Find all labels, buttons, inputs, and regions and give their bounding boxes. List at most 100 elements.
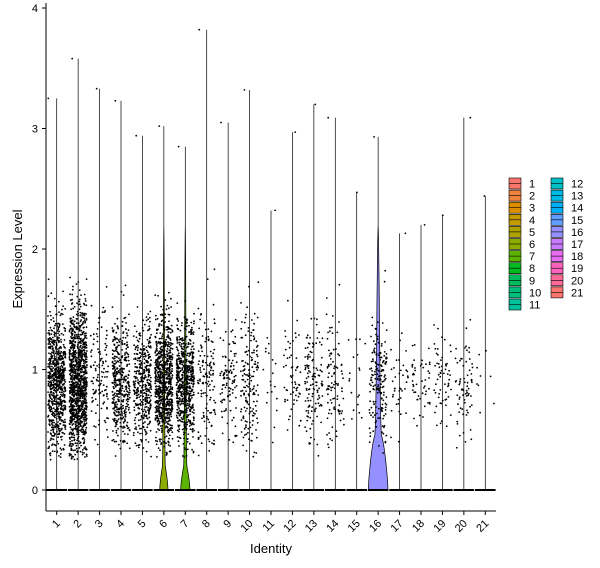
point <box>185 320 188 322</box>
point <box>179 341 181 344</box>
point <box>171 437 174 440</box>
point <box>249 421 251 424</box>
point <box>60 357 63 360</box>
point <box>253 370 255 373</box>
point <box>135 134 138 137</box>
point <box>53 320 55 323</box>
point <box>227 395 230 397</box>
point <box>54 423 57 426</box>
point <box>81 316 84 319</box>
point <box>84 429 87 431</box>
point <box>136 391 138 394</box>
point <box>101 390 104 393</box>
point <box>186 409 188 411</box>
point <box>182 360 185 362</box>
point <box>112 329 115 332</box>
point <box>274 209 276 212</box>
point <box>165 435 168 438</box>
point <box>185 427 188 430</box>
point <box>230 330 233 333</box>
point <box>114 338 116 341</box>
point <box>158 399 161 402</box>
point <box>122 416 125 419</box>
point <box>168 450 171 453</box>
point <box>177 426 180 428</box>
point <box>70 319 72 322</box>
point <box>208 364 211 367</box>
point <box>51 450 54 453</box>
point <box>166 345 169 348</box>
point <box>269 384 272 387</box>
point <box>126 393 129 396</box>
point <box>73 398 76 401</box>
point <box>93 338 95 341</box>
point <box>158 429 161 431</box>
point <box>185 376 188 379</box>
point <box>192 450 195 453</box>
point <box>140 355 142 357</box>
point <box>73 330 76 333</box>
point <box>138 363 141 366</box>
point <box>114 455 117 457</box>
point <box>306 334 309 337</box>
point <box>76 407 79 410</box>
point <box>199 344 202 347</box>
point <box>47 380 50 383</box>
point <box>77 421 80 424</box>
point <box>128 406 130 409</box>
point <box>165 408 168 411</box>
point <box>162 382 165 385</box>
point <box>82 378 85 381</box>
point <box>327 393 329 396</box>
point <box>83 302 85 305</box>
point <box>150 394 153 397</box>
point <box>119 421 122 424</box>
point <box>235 407 237 409</box>
point <box>121 342 123 344</box>
point <box>257 281 260 284</box>
point <box>219 372 222 375</box>
point <box>246 353 249 356</box>
point <box>154 318 157 321</box>
point <box>188 387 191 390</box>
point <box>179 370 182 373</box>
point <box>47 315 49 317</box>
point <box>189 400 191 403</box>
point <box>57 425 60 428</box>
point <box>97 373 99 376</box>
point <box>164 299 167 301</box>
point <box>255 340 258 343</box>
point <box>171 386 174 389</box>
point <box>288 346 291 349</box>
point <box>116 371 118 374</box>
point <box>197 392 200 394</box>
point <box>244 399 247 402</box>
point <box>288 356 291 359</box>
point <box>305 377 308 380</box>
point <box>114 392 116 395</box>
point <box>184 401 187 404</box>
point <box>296 399 298 402</box>
point <box>52 407 55 410</box>
point <box>48 423 51 426</box>
point <box>135 426 137 428</box>
point <box>160 438 162 441</box>
point <box>149 380 152 383</box>
point <box>144 397 147 400</box>
point <box>134 357 137 360</box>
point <box>304 380 306 383</box>
point <box>135 414 138 416</box>
point <box>76 365 79 368</box>
point <box>206 278 209 280</box>
point <box>166 368 168 371</box>
point <box>161 393 164 396</box>
point <box>165 395 168 398</box>
point <box>81 397 84 399</box>
point <box>162 398 165 401</box>
point <box>235 361 238 364</box>
point <box>170 377 173 379</box>
point <box>111 349 114 352</box>
point <box>54 372 56 375</box>
point <box>178 338 181 341</box>
point <box>57 332 60 335</box>
